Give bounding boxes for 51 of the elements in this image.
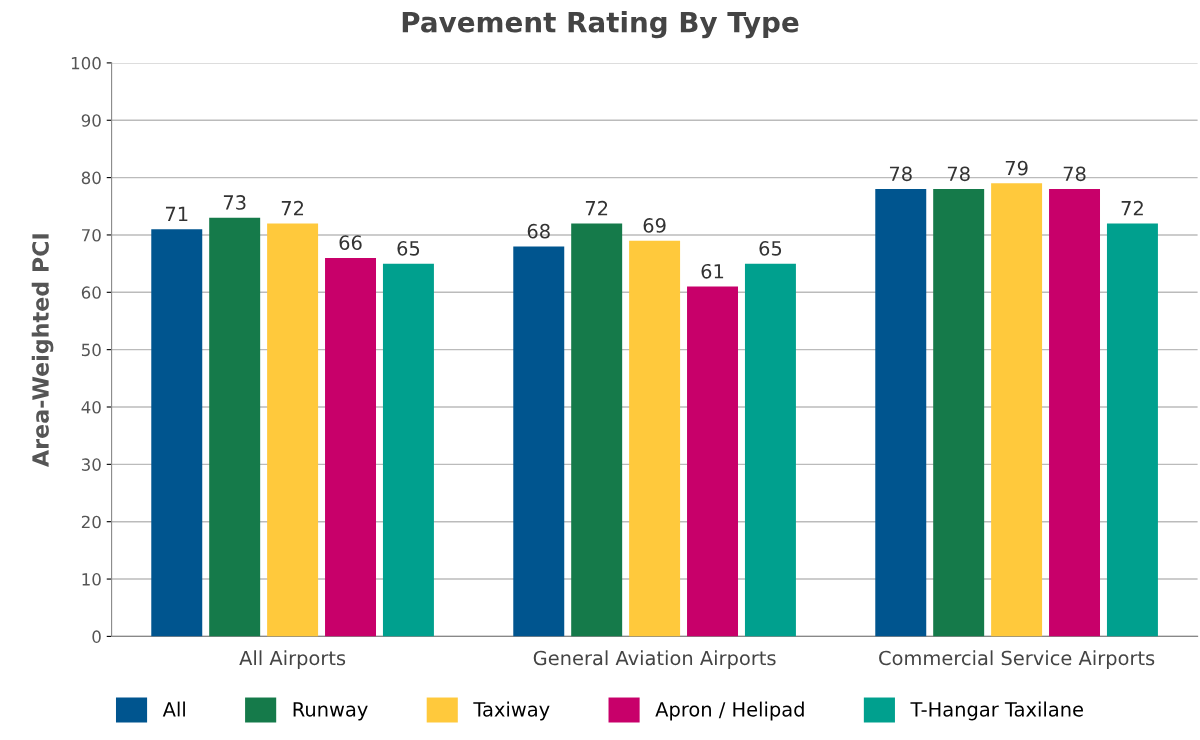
chart-title: Pavement Rating By Type [402,11,799,39]
data-label: 72 [1121,200,1143,216]
legend-label: Taxiway [473,701,550,721]
bar [933,189,985,637]
bar [629,240,681,637]
x-tick-label: All Airports [239,650,346,670]
y-tick-label: 40 [81,400,101,414]
legend-label: Runway [293,702,368,721]
y-tick-label: 50 [81,343,101,357]
bar [991,183,1043,637]
bar [1049,189,1100,637]
bar [325,257,376,637]
data-label: 61 [701,263,724,279]
data-label: 71 [165,206,188,221]
bar [513,246,565,637]
y-tick-label: 20 [81,515,101,529]
data-label: 65 [759,240,782,256]
data-label: 69 [643,218,666,233]
legend-label: T-Hangar Taxilane [910,701,1083,721]
y-tick-label: 60 [81,286,101,299]
bar [1106,223,1158,637]
bar [267,223,319,637]
data-label: 72 [585,200,608,216]
y-axis-title: Area-Weighted PCI [31,234,54,467]
bar [687,286,738,637]
y-tick-label: 100 [71,56,101,70]
data-label: 65 [397,240,420,256]
data-label: 78 [947,166,970,182]
bar [571,223,623,637]
bar [875,189,927,637]
y-tick-label: 30 [81,458,101,471]
y-tick-label: 80 [81,171,101,185]
legend-label: Apron / Helipad [655,701,804,721]
bar [209,217,261,637]
data-label: 79 [1005,160,1028,176]
data-label: 68 [527,223,550,239]
legend-label: All [162,701,185,717]
bar [382,263,434,637]
y-tick-label: 70 [82,228,101,242]
data-label: 73 [223,195,246,210]
data-label: 78 [1063,166,1086,182]
y-tick-label: 10 [82,573,101,586]
bar [744,263,796,637]
data-label: 66 [339,235,362,250]
y-tick-label: 90 [81,114,101,127]
bar [151,229,203,637]
y-tick-label: 0 [92,630,101,643]
data-label: 78 [889,166,912,182]
data-label: 72 [281,200,304,216]
x-tick-label: General Aviation Airports [533,650,776,670]
x-tick-label: Commercial Service Airports [879,650,1155,670]
